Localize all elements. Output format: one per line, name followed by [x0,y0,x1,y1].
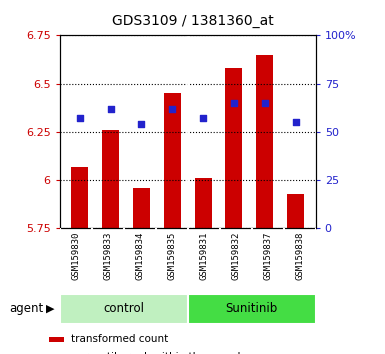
Point [231,100,237,106]
Text: transformed count: transformed count [71,334,168,344]
Point [77,115,83,121]
Text: Sunitinib: Sunitinib [226,302,278,315]
Text: GSM159832: GSM159832 [231,232,240,280]
Point [293,119,299,125]
Text: GSM159835: GSM159835 [167,232,176,280]
Bar [188,294,316,324]
Bar [287,194,304,228]
Bar [133,188,150,228]
Bar [71,167,88,228]
Text: GSM159834: GSM159834 [135,232,144,280]
Bar [195,178,212,228]
Text: agent: agent [10,302,44,315]
Text: GSM159831: GSM159831 [199,232,208,280]
Point [169,106,175,112]
Bar [256,55,273,228]
Text: control: control [103,302,144,315]
Bar [164,93,181,228]
Text: GSM159837: GSM159837 [263,232,272,280]
Point [107,106,114,112]
Bar [226,68,243,228]
Point [138,121,144,127]
Bar [60,294,188,324]
Point [200,115,206,121]
Text: GSM159833: GSM159833 [103,232,112,280]
Text: GSM159830: GSM159830 [71,232,80,280]
Text: GDS3109 / 1381360_at: GDS3109 / 1381360_at [112,14,273,28]
Point [262,100,268,106]
Text: ▶: ▶ [46,304,55,314]
Text: GSM159838: GSM159838 [295,232,304,280]
Bar [102,130,119,228]
Bar [49,337,64,342]
Text: percentile rank within the sample: percentile rank within the sample [71,352,246,354]
